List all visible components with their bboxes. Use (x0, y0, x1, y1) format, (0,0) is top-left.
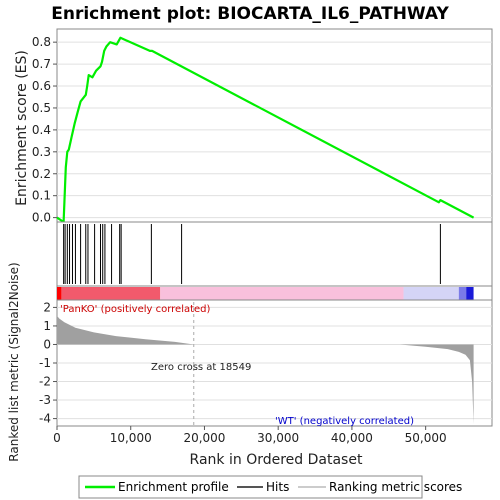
metric-x-tick-label: 20,000 (183, 431, 225, 445)
positive-correlation-label: 'PanKO' (positively correlated) (60, 304, 211, 315)
es-y-tick-label: 0.7 (32, 57, 51, 71)
negative-correlation-label: 'WT' (negatively correlated) (275, 416, 414, 427)
metric-y-tick-label: -2 (39, 375, 51, 389)
enrichment-profile-line (56, 36, 475, 224)
colorbar-segment (466, 287, 474, 300)
colorbar-segment (458, 287, 467, 300)
colorbar-segments (57, 287, 474, 300)
metric-y-tick-label: -1 (39, 356, 51, 370)
es-gridlines (57, 41, 492, 219)
colorbar-segment (403, 287, 459, 300)
metric-y-ticks: 2 1 0 -1 -2 -3 -4 (39, 300, 57, 426)
hits-plot-area (56, 221, 493, 287)
hits-panel (56, 221, 493, 287)
es-y-tick-label: 0.3 (32, 145, 51, 159)
metric-x-tick-label: 40,000 (331, 431, 373, 445)
metric-y-tick-label: -3 (39, 393, 51, 407)
es-y-axis-label: Enrichment score (ES) (14, 50, 30, 206)
legend-hits-label: Hits (266, 480, 289, 494)
colorbar-segment (61, 287, 161, 300)
metric-y-axis-label: Ranked list metric (Signal2Noise) (7, 262, 21, 461)
es-y-tick-label: 0.6 (32, 79, 51, 93)
es-y-tick-label: 0.5 (32, 101, 51, 115)
colorbar-segment (160, 287, 404, 300)
es-y-tick-label: 0.1 (32, 189, 51, 203)
es-y-tick-label: 0.2 (32, 167, 51, 181)
metric-x-tick-label: 30,000 (257, 431, 299, 445)
metric-y-tick-label: 0 (43, 337, 51, 351)
metric-x-tick-label: 10,000 (110, 431, 152, 445)
zero-cross-label: Zero cross at 18549 (151, 362, 251, 373)
x-axis-label: Rank in Ordered Dataset (190, 452, 363, 468)
es-plot-area (56, 28, 493, 223)
metric-y-tick-label: 1 (43, 319, 51, 333)
legend-enrichment-label: Enrichment profile (118, 480, 229, 494)
colorbar-segment (57, 287, 62, 300)
metric-x-ticks: 0 10,000 20,000 30,000 40,000 50,000 (53, 426, 447, 445)
es-y-tick-label: 0.8 (32, 35, 51, 49)
es-y-ticks: 0.0 0.1 0.2 0.3 0.4 0.5 0.6 0.7 0.8 (32, 35, 57, 225)
enrichment-score-panel: 0.0 0.1 0.2 0.3 0.4 0.5 0.6 0.7 0.8 Enrichment s… (14, 28, 493, 225)
hit-markers (63, 224, 441, 284)
ranking-metric-area (57, 315, 474, 425)
metric-x-tick-label: 0 (53, 431, 61, 445)
ranking-colorbar (56, 285, 493, 301)
chart-title: Enrichment plot: BIOCARTA_IL6_PATHWAY (51, 4, 449, 24)
legend: Enrichment profile Hits Ranking metric s… (78, 475, 462, 499)
es-y-tick-label: 0.4 (32, 123, 51, 137)
metric-y-tick-label: -4 (39, 412, 51, 426)
metric-x-tick-label: 50,000 (405, 431, 447, 445)
es-y-tick-label: 0.0 (32, 211, 51, 225)
ranked-metric-panel: 'PanKO' (positively correlated) Zero cro… (7, 262, 493, 468)
legend-ranking-label: Ranking metric scores (329, 480, 462, 494)
metric-y-tick-label: 2 (43, 300, 51, 314)
